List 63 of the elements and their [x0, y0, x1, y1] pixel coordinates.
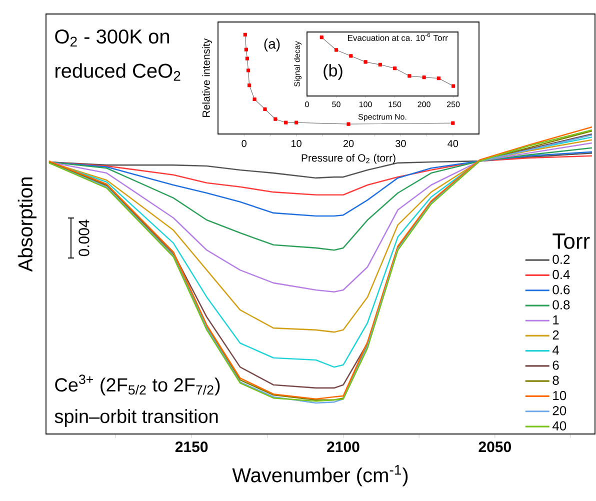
- legend-label: 10: [553, 390, 566, 400]
- point: [378, 62, 382, 66]
- legend-label: 8: [552, 376, 559, 385]
- chart-title: Evacuation at ca. 10$^{-6}$ Torr: [348, 32, 448, 41]
- legend-label: 40: [552, 421, 566, 430]
- point: [436, 76, 440, 80]
- point: [252, 97, 256, 102]
- point: [364, 60, 368, 64]
- point: [392, 66, 397, 70]
- x-axis-title: Spectrum No.: [358, 114, 406, 122]
- x-tick-label: 2100: [327, 442, 360, 452]
- x-tick-label: 2150: [175, 442, 208, 452]
- x-axis-title: Pressure of O$_{2}$ (torr): [302, 154, 396, 164]
- annotation: 0.004: [78, 220, 90, 256]
- x-tick-label: 40: [448, 140, 458, 148]
- x-tick-label: 2050: [478, 442, 511, 452]
- x-tick-label: 250: [447, 102, 460, 108]
- point: [248, 84, 252, 88]
- point: [243, 32, 247, 36]
- legend-label: 0.8: [552, 300, 570, 310]
- legend-label: 6: [552, 360, 559, 370]
- text: O$_{2}$ - 300K on: [55, 29, 170, 47]
- annotation: Ce$^{3+}$ (2F$_{5/2}$ to 2F$_{7/2}$): [55, 374, 220, 396]
- legend-label: 2: [552, 330, 559, 340]
- point: [346, 122, 350, 126]
- x-tick-label: 0: [242, 140, 246, 148]
- x-tick-label: 50: [332, 102, 340, 108]
- text: reduced CeO$_{2}$: [56, 63, 180, 81]
- point: [451, 121, 455, 125]
- x-tick-label: 10: [292, 140, 302, 148]
- x-tick-label: 150: [388, 102, 402, 108]
- legend-label: 20: [552, 406, 566, 416]
- legend-label: 0.4: [552, 270, 570, 280]
- point: [263, 107, 267, 111]
- point: [244, 48, 248, 52]
- y-axis-title: Absorption: [18, 178, 36, 272]
- annotation: (b): [324, 64, 342, 80]
- point: [320, 35, 324, 40]
- x-tick-label: 100: [359, 102, 372, 108]
- point: [246, 68, 250, 72]
- point: [245, 56, 250, 60]
- point: [334, 48, 338, 52]
- x-tick-label: 200: [418, 102, 430, 108]
- x-tick-label: 0: [305, 102, 309, 108]
- point: [284, 120, 288, 124]
- legend-label: 4: [552, 346, 560, 355]
- point: [274, 117, 278, 121]
- legend-title: Torr: [552, 234, 590, 249]
- point: [349, 54, 353, 58]
- legend-label: 1: [553, 315, 559, 324]
- point: [294, 120, 298, 124]
- point: [408, 74, 412, 78]
- point: [452, 84, 456, 88]
- legend-label: 0.2: [552, 254, 570, 264]
- legend-label: 0.6: [552, 285, 570, 294]
- y-axis-title: Signal decay: [294, 41, 302, 87]
- x-axis-title: Wavenumber (cm$^{-1}$): [232, 464, 408, 486]
- annotation: spin–orbit transition: [54, 409, 218, 427]
- y-axis-title: Relative intensity: [202, 38, 212, 117]
- annotation: (a): [264, 38, 280, 52]
- x-tick-label: 20: [343, 140, 354, 148]
- point: [422, 76, 426, 80]
- x-tick-label: 30: [396, 140, 406, 148]
